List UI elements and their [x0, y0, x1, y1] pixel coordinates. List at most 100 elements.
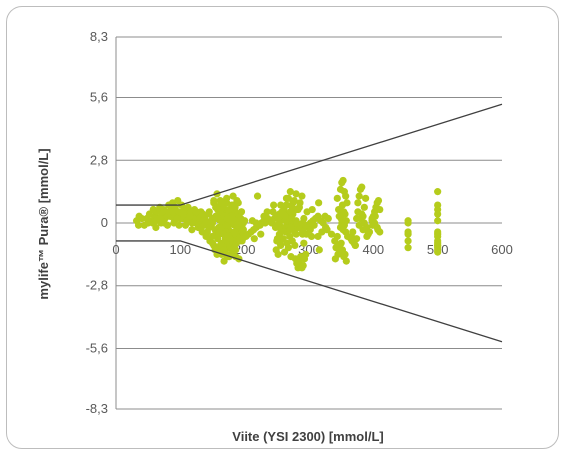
- data-point: [303, 208, 311, 216]
- data-point: [434, 246, 442, 254]
- data-point: [250, 235, 258, 243]
- x-tick-label: 0: [112, 242, 119, 257]
- data-point: [355, 192, 363, 200]
- data-point: [188, 219, 196, 227]
- x-tick-labels: 0100200300400500600: [112, 242, 512, 257]
- data-point: [199, 210, 207, 218]
- data-point: [134, 221, 143, 229]
- data-point: [288, 203, 296, 211]
- data-point: [374, 196, 383, 205]
- data-point: [374, 226, 382, 234]
- data-point: [359, 226, 367, 234]
- data-point: [276, 239, 284, 247]
- data-point: [434, 228, 442, 236]
- data-point: [365, 228, 374, 236]
- data-point: [434, 188, 442, 196]
- data-point: [360, 219, 368, 227]
- data-point: [281, 212, 289, 220]
- data-point: [138, 214, 146, 223]
- data-point: [261, 219, 269, 227]
- data-point: [156, 214, 164, 223]
- data-point: [208, 239, 217, 247]
- data-point: [205, 223, 213, 232]
- boundary-line: [116, 240, 503, 343]
- y-tick-label: -8,3: [86, 401, 108, 416]
- data-point: [284, 194, 293, 202]
- data-point: [351, 241, 359, 250]
- data-point: [358, 210, 366, 218]
- data-point: [342, 257, 350, 265]
- data-point: [293, 219, 301, 227]
- x-tick-label: 200: [234, 242, 256, 257]
- data-point: [269, 208, 277, 216]
- data-point: [298, 192, 306, 200]
- data-point: [208, 232, 217, 241]
- data-point: [186, 212, 194, 220]
- data-point: [300, 214, 308, 223]
- y-tick-label: 0: [101, 215, 108, 230]
- data-point: [149, 205, 157, 214]
- data-point: [241, 217, 249, 225]
- x-axis-title: Viite (YSI 2300) [mmol/L]: [232, 429, 383, 444]
- data-point: [286, 188, 294, 196]
- data-point: [404, 219, 412, 227]
- data-point: [160, 219, 168, 227]
- data-points: [132, 176, 442, 272]
- data-point: [205, 208, 213, 216]
- data-point: [299, 261, 307, 270]
- data-point: [220, 246, 228, 254]
- data-point: [273, 221, 281, 229]
- data-point: [292, 190, 300, 198]
- data-point: [234, 199, 242, 207]
- data-point: [272, 246, 280, 254]
- data-point: [315, 199, 323, 207]
- data-point: [169, 208, 177, 216]
- data-point: [354, 199, 362, 207]
- y-tick-label: 8,3: [90, 29, 108, 44]
- data-point: [277, 228, 285, 236]
- data-point: [434, 217, 442, 225]
- data-point: [334, 250, 342, 258]
- data-point: [371, 212, 379, 220]
- data-point: [239, 226, 247, 234]
- data-point: [333, 232, 341, 241]
- data-point: [404, 228, 412, 236]
- x-tick-label: 600: [491, 242, 513, 257]
- data-point: [210, 196, 218, 205]
- data-point: [321, 212, 329, 220]
- data-point: [263, 208, 271, 216]
- data-point: [290, 196, 298, 205]
- data-point: [287, 223, 295, 232]
- data-point: [349, 228, 357, 236]
- data-point: [296, 199, 304, 207]
- data-point: [173, 214, 181, 223]
- data-point: [369, 221, 377, 229]
- data-point: [434, 239, 442, 247]
- data-point: [188, 226, 196, 234]
- data-point: [179, 210, 188, 218]
- data-point: [339, 176, 347, 185]
- data-point: [404, 244, 412, 252]
- data-point: [298, 228, 307, 236]
- data-point: [302, 250, 310, 258]
- data-point: [335, 212, 343, 220]
- data-point: [257, 230, 265, 238]
- data-point: [175, 221, 183, 229]
- data-point: [237, 208, 246, 216]
- data-point: [340, 208, 348, 216]
- data-point: [192, 208, 201, 216]
- y-tick-label: 2,8: [90, 152, 108, 167]
- data-point: [358, 183, 366, 191]
- y-tick-labels: 8,3 5,6 2,8 0 -2,8 -5,6 -8,3: [86, 29, 108, 416]
- data-point: [315, 246, 323, 254]
- data-point: [323, 226, 331, 234]
- error-boundary-lines: [116, 103, 503, 343]
- y-axis-title: mylife™ Pura® [mmol/L]: [36, 148, 51, 299]
- data-point: [284, 244, 293, 252]
- data-point: [292, 230, 300, 238]
- data-point: [362, 194, 370, 202]
- data-point: [333, 194, 341, 202]
- data-point: [197, 223, 205, 232]
- x-tick-label: 100: [169, 242, 191, 257]
